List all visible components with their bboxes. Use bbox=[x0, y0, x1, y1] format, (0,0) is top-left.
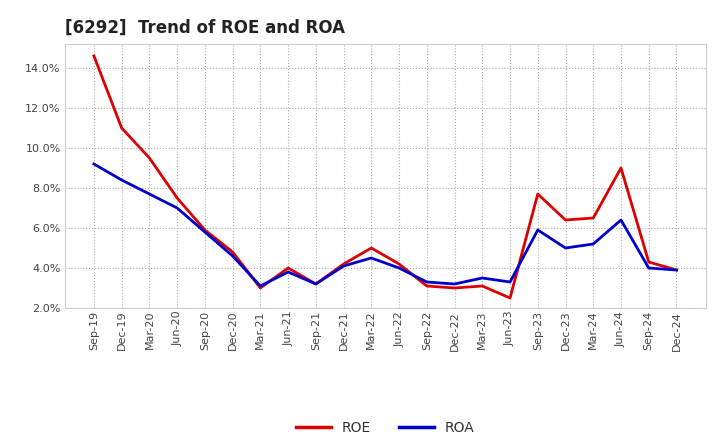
ROE bbox=[395, 261, 403, 267]
Line: ROA: ROA bbox=[94, 164, 677, 286]
ROA bbox=[423, 279, 431, 285]
ROA bbox=[284, 269, 292, 275]
ROA bbox=[89, 161, 98, 167]
ROA bbox=[672, 268, 681, 273]
Text: [6292]  Trend of ROE and ROA: [6292] Trend of ROE and ROA bbox=[65, 19, 345, 37]
ROA bbox=[312, 281, 320, 286]
ROE bbox=[423, 283, 431, 289]
ROE bbox=[256, 286, 265, 291]
ROE bbox=[339, 261, 348, 267]
ROA bbox=[589, 242, 598, 247]
ROA bbox=[117, 177, 126, 183]
ROE bbox=[644, 259, 653, 264]
ROA bbox=[145, 191, 154, 197]
ROE bbox=[672, 268, 681, 273]
ROA bbox=[616, 217, 625, 223]
Line: ROE: ROE bbox=[94, 56, 677, 298]
ROE bbox=[505, 295, 514, 301]
ROA bbox=[395, 265, 403, 271]
ROE bbox=[534, 191, 542, 197]
ROA bbox=[534, 227, 542, 233]
Legend: ROE, ROA: ROE, ROA bbox=[290, 415, 480, 440]
ROE bbox=[312, 281, 320, 286]
ROA bbox=[256, 283, 265, 289]
ROE bbox=[117, 125, 126, 131]
ROA bbox=[201, 229, 210, 235]
ROA bbox=[478, 275, 487, 281]
ROA bbox=[173, 205, 181, 211]
ROE bbox=[201, 227, 210, 233]
ROE bbox=[89, 53, 98, 59]
ROA bbox=[505, 279, 514, 285]
ROE bbox=[616, 165, 625, 171]
ROE bbox=[589, 215, 598, 220]
ROE bbox=[367, 246, 376, 251]
ROE bbox=[228, 249, 237, 255]
ROA bbox=[228, 253, 237, 259]
ROE bbox=[284, 265, 292, 271]
ROA bbox=[367, 255, 376, 260]
ROE bbox=[173, 195, 181, 201]
ROE bbox=[478, 283, 487, 289]
ROE bbox=[450, 286, 459, 291]
ROA bbox=[450, 281, 459, 286]
ROE bbox=[561, 217, 570, 223]
ROA bbox=[644, 265, 653, 271]
ROA bbox=[561, 246, 570, 251]
ROE bbox=[145, 155, 154, 161]
ROA bbox=[339, 264, 348, 269]
